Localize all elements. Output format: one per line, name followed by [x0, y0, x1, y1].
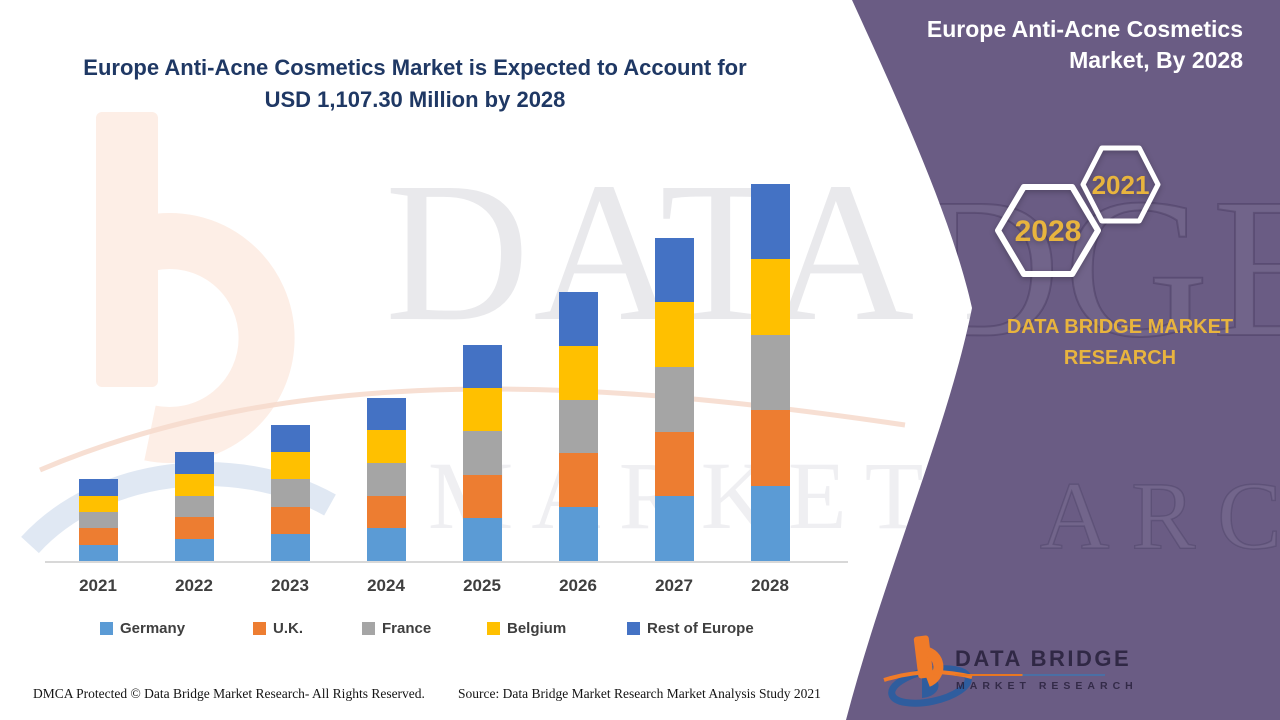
bar-segment-rest-of-europe-2025 — [462, 344, 502, 389]
chart-title-line2: USD 1,107.30 Million by 2028 — [264, 86, 566, 112]
bar-2023 — [270, 424, 310, 561]
panel-title: Europe Anti-Acne Cosmetics Market, By 20… — [926, 16, 1243, 74]
bar-segment-belgium-2024 — [366, 430, 406, 463]
bar-segment-france-2028 — [750, 334, 790, 411]
x-axis-label-2024: 2024 — [367, 576, 405, 595]
x-axis-label-2026: 2026 — [559, 576, 597, 595]
legend-label-belgium: Belgium — [507, 620, 567, 637]
hexagon-2028-label: 2028 — [1015, 215, 1082, 248]
bar-segment-u-k-2023 — [270, 506, 310, 534]
bar-2022 — [174, 452, 214, 561]
bar-segment-germany-2028 — [750, 485, 790, 561]
bar-segment-belgium-2021 — [78, 495, 118, 513]
legend-label-rest-of-europe: Rest of Europe — [647, 620, 754, 637]
x-axis-line — [45, 561, 848, 563]
bar-segment-germany-2024 — [366, 528, 406, 561]
hexagon-badge-2021: 2021 — [1080, 145, 1161, 224]
bar-segment-rest-of-europe-2022 — [174, 452, 214, 474]
bar-segment-u-k-2021 — [78, 528, 118, 545]
bar-segment-rest-of-europe-2027 — [654, 237, 694, 303]
bar-segment-belgium-2023 — [270, 452, 310, 480]
bar-segment-belgium-2025 — [462, 388, 502, 432]
x-axis-label-2021: 2021 — [79, 576, 117, 595]
bar-segment-rest-of-europe-2021 — [78, 479, 118, 496]
x-axis-label-2025: 2025 — [463, 576, 501, 595]
bar-segment-belgium-2027 — [654, 302, 694, 367]
bar-segment-u-k-2022 — [174, 517, 214, 540]
bar-segment-france-2023 — [270, 479, 310, 507]
legend-swatch-u-k — [253, 622, 266, 635]
x-axis-label-2022: 2022 — [175, 576, 213, 595]
panel-brand-text: DATA BRIDGE MARKET RESEARCH — [1006, 316, 1234, 369]
legend-label-germany: Germany — [120, 620, 186, 637]
bar-segment-germany-2021 — [78, 544, 118, 561]
legend-label-u-k: U.K. — [273, 620, 303, 637]
bar-segment-u-k-2027 — [654, 431, 694, 497]
bar-segment-rest-of-europe-2023 — [270, 424, 310, 453]
legend-item-u-k: U.K. — [253, 620, 303, 637]
footer-dmca-text: DMCA Protected © Data Bridge Market Rese… — [33, 686, 425, 701]
bar-segment-france-2024 — [366, 462, 406, 496]
bar-2027 — [654, 237, 694, 561]
bar-segment-belgium-2028 — [750, 259, 790, 335]
bar-segment-germany-2026 — [558, 507, 598, 561]
legend-label-france: France — [382, 620, 432, 637]
bar-segment-u-k-2028 — [750, 410, 790, 486]
bar-segment-belgium-2026 — [558, 345, 598, 400]
databridge-logo-subtitle: MARKET RESEARCH — [956, 680, 1138, 692]
x-axis-label-2027: 2027 — [655, 576, 693, 595]
bar-2024 — [366, 397, 406, 561]
bar-2028 — [750, 184, 790, 561]
legend-swatch-france — [362, 622, 375, 635]
legend-item-belgium: Belgium — [487, 620, 566, 637]
legend-swatch-germany — [100, 622, 113, 635]
svg-text:ARCH: ARCH — [1040, 462, 1280, 569]
chart-title-line1: Europe Anti-Acne Cosmetics Market is Exp… — [83, 55, 747, 80]
bar-segment-france-2026 — [558, 399, 598, 454]
bar-segment-u-k-2025 — [462, 474, 502, 518]
bar-segment-france-2022 — [174, 495, 214, 518]
x-axis-label-2023: 2023 — [271, 576, 309, 595]
bar-2025 — [462, 344, 502, 561]
bar-segment-germany-2023 — [270, 533, 310, 561]
bar-segment-rest-of-europe-2028 — [750, 184, 790, 260]
chart-title: Europe Anti-Acne Cosmetics Market is Exp… — [0, 52, 830, 116]
footer-source-text: Source: Data Bridge Market Research Mark… — [458, 686, 821, 701]
bar-segment-u-k-2026 — [558, 453, 598, 508]
databridge-logo-title: DATA BRIDGE — [955, 646, 1132, 671]
legend-item-rest-of-europe: Rest of Europe — [627, 620, 754, 637]
legend-item-germany: Germany — [100, 620, 185, 637]
bar-segment-rest-of-europe-2026 — [558, 292, 598, 346]
bar-segment-france-2027 — [654, 366, 694, 432]
databridge-logo-underline — [955, 674, 1105, 676]
hexagon-badge-2028: 2028 — [995, 184, 1101, 277]
bar-segment-rest-of-europe-2024 — [366, 397, 406, 431]
bar-segment-u-k-2024 — [366, 495, 406, 529]
hexagon-2021-label: 2021 — [1092, 170, 1150, 200]
legend-swatch-rest-of-europe — [627, 622, 640, 635]
x-axis-label-2028: 2028 — [751, 576, 789, 595]
legend-swatch-belgium — [487, 622, 500, 635]
watermark-b-logo-icon — [21, 112, 906, 554]
bar-segment-germany-2022 — [174, 539, 214, 561]
bar-2026 — [558, 292, 598, 561]
bar-segment-germany-2025 — [462, 517, 502, 561]
bar-2021 — [78, 479, 118, 561]
bar-segment-france-2021 — [78, 512, 118, 529]
bar-segment-france-2025 — [462, 431, 502, 475]
bar-segment-germany-2027 — [654, 496, 694, 561]
bar-segment-belgium-2022 — [174, 473, 214, 496]
legend-item-france: France — [362, 620, 431, 637]
